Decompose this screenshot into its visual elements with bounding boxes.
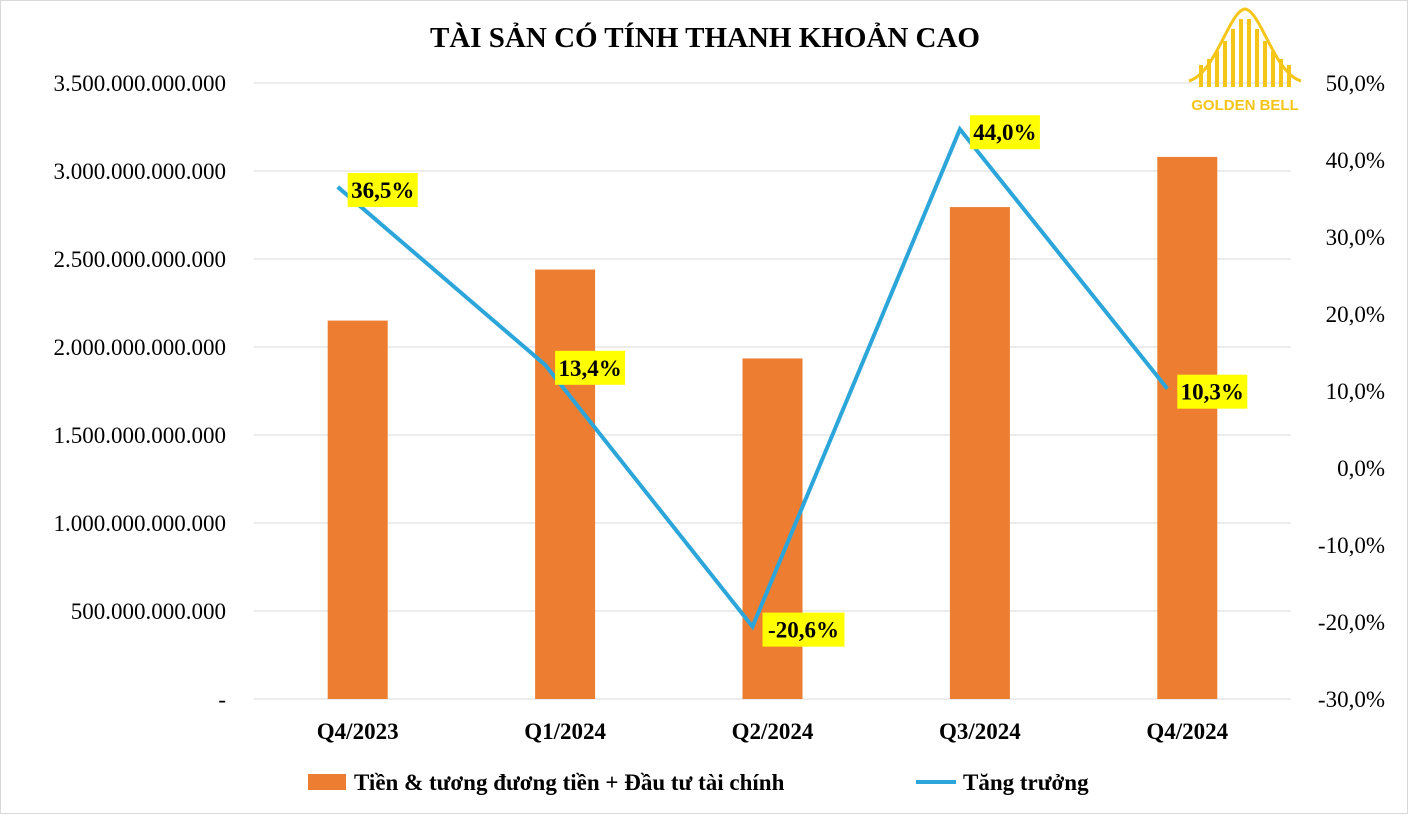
logo-text: GOLDEN BELL xyxy=(1191,97,1299,114)
growth-data-label: -20,6% xyxy=(763,613,845,647)
y-left-tick-label: 500.000.000.000 xyxy=(71,599,226,624)
x-tick-label: Q2/2024 xyxy=(732,719,814,744)
growth-data-label: 36,5% xyxy=(348,173,418,207)
legend-bar-label: Tiền & tương đương tiền + Đầu tư tài chí… xyxy=(354,770,785,795)
y-right-tick-label: 50,0% xyxy=(1326,71,1385,96)
y-left-tick-label: 3.500.000.000.000 xyxy=(54,71,227,96)
y-right-tick-label: 30,0% xyxy=(1326,225,1385,250)
bell-curve-bars-icon xyxy=(1189,9,1301,87)
x-axis: Q4/2023 Q1/2024 Q2/2024 Q3/2024 Q4/2024 xyxy=(317,719,1229,744)
chart-title: TÀI SẢN CÓ TÍNH THANH KHOẢN CAO xyxy=(430,21,980,54)
growth-data-label: 13,4% xyxy=(555,351,625,385)
y-right-tick-label: -30,0% xyxy=(1318,687,1385,712)
y-left-tick-label: 2.500.000.000.000 xyxy=(54,247,227,272)
growth-data-label: 44,0% xyxy=(970,115,1040,149)
y-right-tick-label: -20,0% xyxy=(1318,610,1385,635)
y-left-tick-label: - xyxy=(218,687,226,712)
y-right-tick-label: 40,0% xyxy=(1326,148,1385,173)
x-tick-label: Q4/2023 xyxy=(317,719,399,744)
y-left-tick-label: 1.000.000.000.000 xyxy=(54,511,227,536)
data-label-text: 13,4% xyxy=(558,356,621,381)
legend-bar-swatch xyxy=(308,774,346,790)
y-left-tick-label: 2.000.000.000.000 xyxy=(54,335,227,360)
data-label-text: 10,3% xyxy=(1181,380,1244,405)
data-label-text: 36,5% xyxy=(351,178,414,203)
data-label-text: 44,0% xyxy=(973,120,1036,145)
data-label-text: -20,6% xyxy=(768,618,839,643)
legend: Tiền & tương đương tiền + Đầu tư tài chí… xyxy=(308,770,1089,795)
y-right-tick-label: 10,0% xyxy=(1326,379,1385,404)
golden-bell-logo: GOLDEN BELL xyxy=(1189,9,1301,114)
x-tick-label: Q4/2024 xyxy=(1146,719,1228,744)
y-left-tick-label: 1.500.000.000.000 xyxy=(54,423,227,448)
y-right-tick-label: 0,0% xyxy=(1337,456,1385,481)
y-right-tick-label: -10,0% xyxy=(1318,533,1385,558)
bar xyxy=(950,207,1010,699)
bar xyxy=(535,270,595,699)
x-tick-label: Q3/2024 xyxy=(939,719,1021,744)
bar xyxy=(328,321,388,699)
y-axis-right: -30,0% -20,0% -10,0% 0,0% 10,0% 20,0% 30,0% 40,… xyxy=(1318,71,1385,712)
y-axis-left: - 500.000.000.000 1.000.000.000.000 1.500.0… xyxy=(54,71,227,712)
legend-line-label: Tăng trưởng xyxy=(963,770,1089,795)
y-left-tick-label: 3.000.000.000.000 xyxy=(54,159,227,184)
growth-data-label: 10,3% xyxy=(1177,375,1247,409)
bar xyxy=(1157,157,1217,699)
x-tick-label: Q1/2024 xyxy=(524,719,606,744)
y-right-tick-label: 20,0% xyxy=(1326,302,1385,327)
